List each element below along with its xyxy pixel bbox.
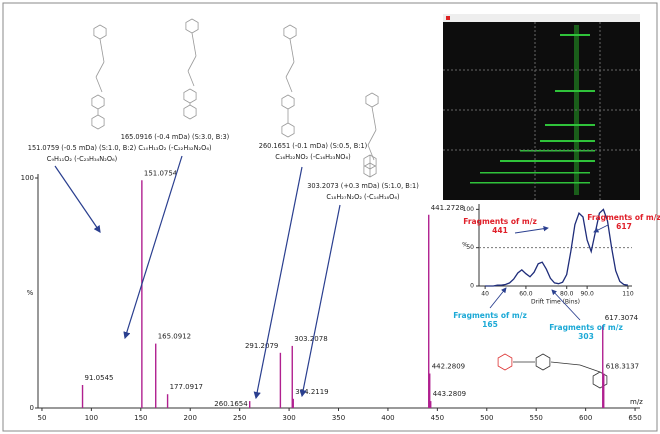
x-tick-label: 60.0 <box>519 291 533 298</box>
y-tick-label: 0 <box>470 283 474 290</box>
y-tick-label: 50 <box>466 244 474 251</box>
fragment-mass: 151.0759 (-0.5 mDa) (S:1.0, B:2) <box>28 144 136 152</box>
fragment-note: 303 <box>578 332 594 341</box>
y-axis-label: % <box>462 242 468 249</box>
y-tick-label: 0 <box>30 404 34 412</box>
bond <box>99 38 105 63</box>
arrow <box>593 224 609 233</box>
peak-label: 151.0754 <box>144 169 178 177</box>
x-tick-label: 80.0 <box>560 291 574 298</box>
x-tick-label: 200 <box>184 414 197 422</box>
fragment-formula: C₉H₁₁O₂ (-C₂₃H₃₄N₂O₆) <box>47 155 118 163</box>
bond <box>367 144 375 161</box>
x-tick-label: 50 <box>37 414 46 422</box>
fragment-note: 165 <box>482 320 498 329</box>
ring <box>592 371 608 389</box>
fragment-note: 441 <box>492 226 508 235</box>
y-tick-label: 100 <box>463 206 475 213</box>
bond <box>187 70 195 87</box>
arrow <box>123 155 183 340</box>
y-axis-label: % <box>27 289 34 297</box>
ring <box>535 353 551 371</box>
bond <box>550 361 581 366</box>
bond <box>371 106 377 131</box>
peak-label: 441.2728 <box>431 204 464 212</box>
peak-label: 304.2119 <box>295 388 328 396</box>
arrow <box>299 204 341 398</box>
x-axis-label: m/z <box>630 398 643 406</box>
x-tick-label: 600 <box>579 414 592 422</box>
arrow <box>253 166 303 400</box>
fragment-note: Fragments of m/z <box>463 217 537 226</box>
bond <box>285 61 295 78</box>
bond <box>95 61 105 78</box>
x-tick-label: 650 <box>628 414 641 422</box>
ring <box>281 122 295 138</box>
bond <box>367 129 377 146</box>
x-axis-label: Drift Time (Bins) <box>531 299 580 306</box>
fragment-mass: 165.0916 (-0.4 mDa) (S:3.0, B:3) <box>121 133 229 141</box>
fragment-mass: 303.2073 (+0.3 mDa) (S:1.0, B:1) <box>307 182 419 190</box>
peak-label: 260.1654 <box>214 400 248 408</box>
x-tick-label: 100 <box>85 414 98 422</box>
bond <box>191 32 197 57</box>
x-tick-label: 400 <box>381 414 394 422</box>
x-tick-label: 90.0 <box>580 291 594 298</box>
x-tick-label: 300 <box>282 414 295 422</box>
peak-label: 291.2079 <box>245 342 278 350</box>
bond <box>289 38 295 63</box>
x-tick-label: 150 <box>134 414 147 422</box>
drift-curve <box>485 208 629 287</box>
fragment-note: Fragments of m/z <box>587 213 660 222</box>
x-tick-label: 110 <box>622 291 634 298</box>
fragment-note: 617 <box>616 222 632 231</box>
ring <box>183 104 197 120</box>
bond <box>95 76 103 93</box>
structures <box>91 18 608 389</box>
fragment-formula: C₁₈H₂₇N₂O₂ (-C₁₄H₁₈O₆) <box>326 193 399 201</box>
x-tick-label: 500 <box>480 414 493 422</box>
peak-label: 618.3137 <box>606 363 639 371</box>
arrow <box>54 165 101 233</box>
x-tick-label: 250 <box>233 414 246 422</box>
x-tick-label: 550 <box>530 414 543 422</box>
peak-label: 303.2078 <box>294 335 327 343</box>
peak-label: 617.3074 <box>605 314 639 322</box>
fragment-note: Fragments of m/z <box>453 311 527 320</box>
arrow <box>551 289 581 321</box>
y-tick-label: 100 <box>21 174 34 182</box>
fragment-formula: C₁₆H₂₂NO₂ (-C₁₆H₂₃NO₆) <box>275 153 350 161</box>
ring <box>91 114 105 130</box>
bond <box>285 76 293 93</box>
peak-label: 443.2809 <box>433 390 466 398</box>
arrow <box>514 226 549 234</box>
drift-heatmap <box>443 14 640 200</box>
peak-label: 442.2809 <box>432 363 465 371</box>
bond <box>187 55 197 72</box>
fragment-formula: C₁₀H₁₃O₂ (-C₂₂H₃₂N₂O₆) <box>138 144 211 152</box>
x-tick-label: 40 <box>481 291 489 298</box>
bond <box>579 364 601 373</box>
x-tick-label: 350 <box>332 414 345 422</box>
fragment-note: Fragments of m/z <box>549 323 623 332</box>
peak-label: 91.0545 <box>85 374 114 382</box>
x-tick-label: 450 <box>431 414 444 422</box>
arrow <box>489 287 507 309</box>
peak-label: 177.0917 <box>170 383 203 391</box>
fragment-mass: 260.1651 (-0.1 mDa) (S:0.5, B:1) <box>259 142 367 150</box>
ring <box>497 353 513 371</box>
peak-label: 165.0912 <box>158 333 191 341</box>
